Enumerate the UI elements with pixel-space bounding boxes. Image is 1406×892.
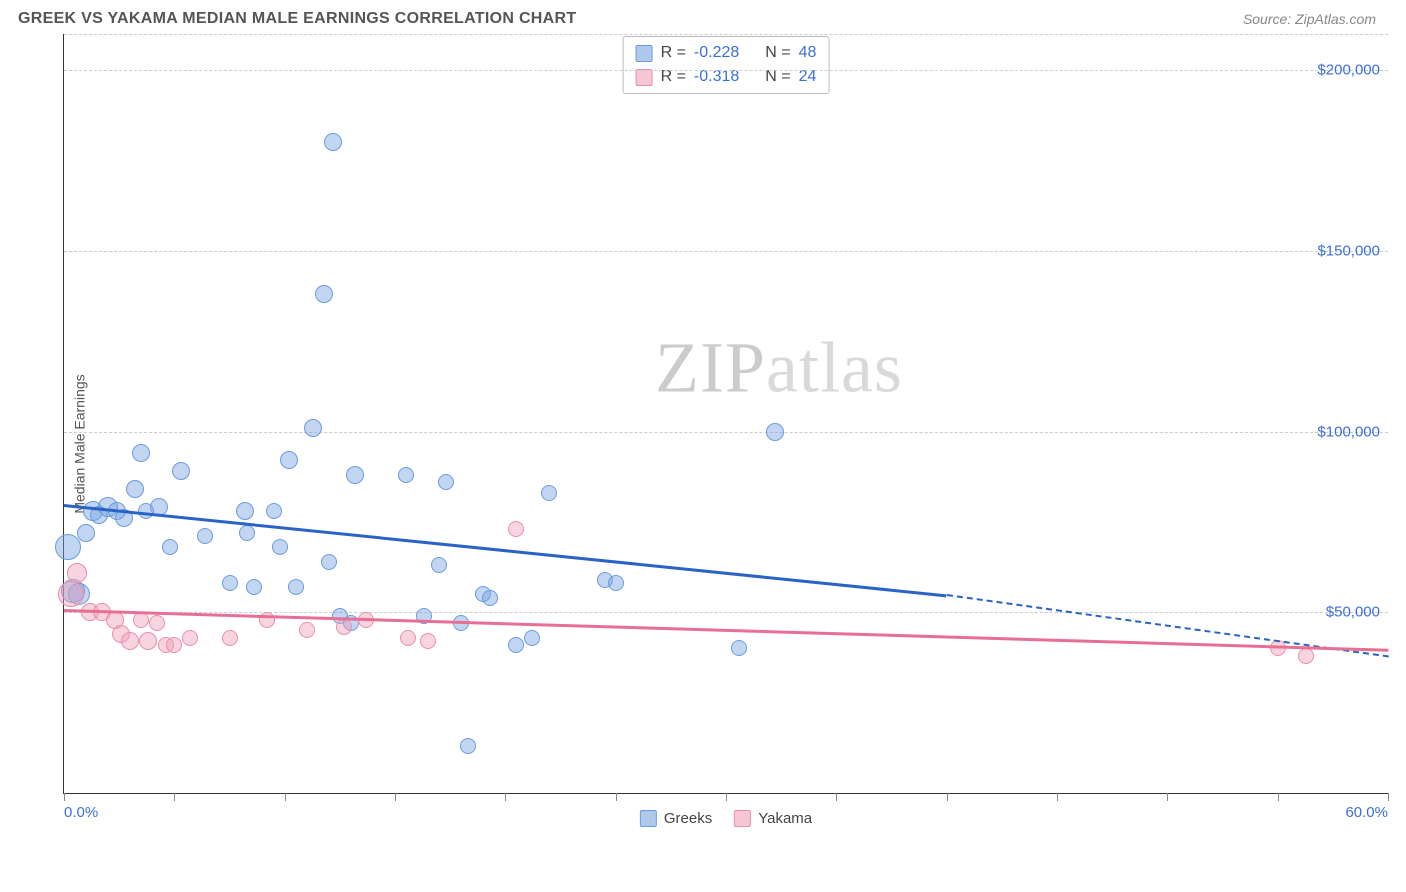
data-point (731, 640, 747, 656)
data-point (304, 419, 322, 437)
x-tick (1167, 793, 1168, 801)
y-tick-label: $100,000 (1317, 423, 1380, 440)
swatch-greeks-icon (640, 810, 657, 827)
data-point (438, 474, 454, 490)
data-point (272, 539, 288, 555)
legend-label-greeks: Greeks (664, 810, 712, 827)
r-label: R = (661, 41, 686, 65)
data-point (126, 480, 144, 498)
data-point (315, 285, 333, 303)
y-tick-label: $200,000 (1317, 62, 1380, 79)
r-value-greeks: -0.228 (694, 41, 739, 65)
x-axis-start: 0.0% (64, 804, 98, 821)
gridline (64, 70, 1388, 71)
x-tick (505, 793, 506, 801)
data-point (524, 630, 540, 646)
y-tick-label: $50,000 (1326, 604, 1380, 621)
x-axis-end: 60.0% (1345, 804, 1388, 821)
data-point (182, 630, 198, 646)
data-point (400, 630, 416, 646)
data-point (67, 563, 87, 583)
data-point (482, 590, 498, 606)
x-tick (395, 793, 396, 801)
watermark: ZIPatlas (655, 326, 903, 409)
watermark-atlas: atlas (766, 327, 903, 407)
data-point (166, 637, 182, 653)
data-point (121, 632, 139, 650)
data-point (460, 738, 476, 754)
plot-area: ZIPatlas R = -0.228 N = 48 R = -0.318 N … (63, 34, 1388, 794)
r-value-yakama: -0.318 (694, 65, 739, 89)
y-tick-label: $150,000 (1317, 242, 1380, 259)
data-point (508, 521, 524, 537)
gridline (64, 34, 1388, 35)
data-point (420, 633, 436, 649)
data-point (162, 539, 178, 555)
legend-row-yakama: R = -0.318 N = 24 (636, 65, 817, 89)
data-point (324, 133, 342, 151)
data-point (766, 423, 784, 441)
watermark-zip: ZIP (655, 327, 766, 407)
data-point (259, 612, 275, 628)
data-point (1298, 648, 1314, 664)
data-point (239, 525, 255, 541)
x-tick (836, 793, 837, 801)
data-point (139, 632, 157, 650)
r-label: R = (661, 65, 686, 89)
x-tick (1057, 793, 1058, 801)
swatch-yakama-icon (734, 810, 751, 827)
chart-source: Source: ZipAtlas.com (1243, 11, 1376, 27)
data-point (149, 615, 165, 631)
legend-item-greeks: Greeks (640, 810, 712, 827)
x-tick (726, 793, 727, 801)
data-point (236, 502, 254, 520)
gridline (64, 251, 1388, 252)
x-tick (285, 793, 286, 801)
data-point (431, 557, 447, 573)
data-point (266, 503, 282, 519)
data-point (336, 619, 352, 635)
data-point (197, 528, 213, 544)
data-point (77, 524, 95, 542)
legend-row-greeks: R = -0.228 N = 48 (636, 41, 817, 65)
data-point (321, 554, 337, 570)
x-tick (616, 793, 617, 801)
swatch-greeks-icon (636, 45, 653, 62)
data-point (222, 630, 238, 646)
n-value-greeks: 48 (799, 41, 817, 65)
data-point (398, 467, 414, 483)
data-point (508, 637, 524, 653)
x-tick (1278, 793, 1279, 801)
x-tick (174, 793, 175, 801)
x-tick (947, 793, 948, 801)
data-point (280, 451, 298, 469)
data-point (288, 579, 304, 595)
data-point (246, 579, 262, 595)
data-point (346, 466, 364, 484)
data-point (172, 462, 190, 480)
data-point (55, 534, 81, 560)
chart-container: Median Male Earnings ZIPatlas R = -0.228… (18, 34, 1388, 854)
trendline (64, 504, 947, 597)
data-point (299, 622, 315, 638)
chart-title: GREEK VS YAKAMA MEDIAN MALE EARNINGS COR… (18, 10, 576, 28)
correlation-legend: R = -0.228 N = 48 R = -0.318 N = 24 (623, 36, 830, 94)
n-label: N = (765, 65, 790, 89)
data-point (132, 444, 150, 462)
n-label: N = (765, 41, 790, 65)
legend-item-yakama: Yakama (734, 810, 812, 827)
data-point (58, 581, 84, 607)
legend-label-yakama: Yakama (758, 810, 812, 827)
data-point (608, 575, 624, 591)
x-tick (64, 793, 65, 801)
data-point (541, 485, 557, 501)
data-point (222, 575, 238, 591)
series-legend: Greeks Yakama (640, 810, 812, 827)
n-value-yakama: 24 (799, 65, 817, 89)
x-tick (1388, 793, 1389, 801)
gridline (64, 432, 1388, 433)
